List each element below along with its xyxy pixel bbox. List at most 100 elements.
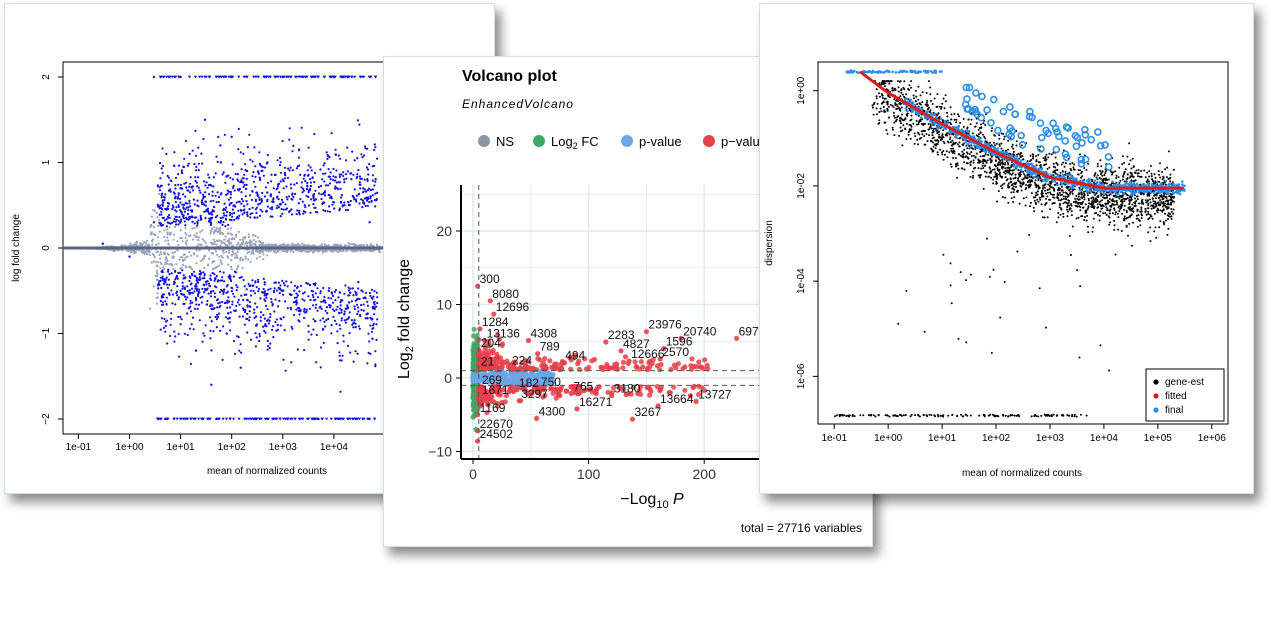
ma-point bbox=[160, 210, 163, 213]
ma-capped-point bbox=[156, 417, 160, 421]
ma-point bbox=[193, 222, 196, 225]
ma-point bbox=[335, 308, 338, 311]
ma-point bbox=[191, 301, 194, 304]
ma-point bbox=[336, 330, 339, 333]
ma-point bbox=[298, 213, 301, 216]
ma-point bbox=[244, 257, 247, 260]
ma-point bbox=[230, 265, 233, 269]
ma-point bbox=[363, 197, 367, 200]
ma-point bbox=[158, 280, 161, 283]
volcano-point bbox=[486, 389, 492, 395]
ma-point bbox=[285, 251, 289, 254]
ma-point bbox=[177, 204, 180, 207]
volcano-point bbox=[638, 359, 644, 365]
ma-point bbox=[321, 178, 324, 181]
ma-point bbox=[241, 258, 245, 261]
ma-point bbox=[188, 199, 191, 202]
ma-point bbox=[185, 139, 188, 143]
volcano-point bbox=[494, 403, 501, 409]
ma-point bbox=[242, 241, 245, 244]
ma-point bbox=[166, 262, 169, 265]
ma-point bbox=[309, 244, 312, 247]
ma-point bbox=[220, 262, 223, 266]
ma-point bbox=[338, 291, 341, 294]
ma-point bbox=[152, 208, 155, 211]
ma-point bbox=[230, 135, 233, 138]
volcano-point bbox=[516, 398, 522, 404]
ma-point bbox=[275, 318, 278, 321]
ma-point bbox=[212, 185, 215, 188]
ma-point bbox=[210, 349, 213, 352]
volcano-point bbox=[525, 358, 531, 364]
ma-point bbox=[209, 337, 212, 340]
ma-capped-point bbox=[300, 75, 304, 79]
ma-point bbox=[248, 250, 251, 253]
ma-point bbox=[248, 194, 252, 197]
ma-point bbox=[373, 184, 376, 187]
ma-point bbox=[274, 298, 277, 301]
ma-point bbox=[211, 271, 214, 275]
ma-point bbox=[166, 286, 169, 289]
ma-point bbox=[353, 305, 356, 308]
ma-point bbox=[312, 296, 315, 299]
ma-point bbox=[157, 224, 160, 228]
ma-point bbox=[283, 284, 286, 287]
ma-point bbox=[195, 303, 198, 306]
ma-point bbox=[224, 301, 228, 304]
ma-point bbox=[194, 154, 198, 157]
ma-point bbox=[224, 250, 228, 253]
volcano-point bbox=[696, 391, 702, 398]
ma-point bbox=[240, 351, 243, 354]
gene-est-point bbox=[881, 97, 884, 99]
volcano-point bbox=[647, 386, 653, 392]
ma-point bbox=[289, 306, 292, 309]
ma-point bbox=[186, 333, 189, 337]
ma-point bbox=[179, 267, 182, 270]
ma-capped-point bbox=[313, 417, 317, 421]
ma-point bbox=[239, 366, 242, 369]
ma-capped-point bbox=[360, 75, 364, 79]
ma-point bbox=[190, 254, 193, 257]
ma-point bbox=[152, 221, 156, 224]
ma-point bbox=[340, 244, 343, 247]
ma-capped-point bbox=[305, 417, 309, 421]
ma-point bbox=[241, 177, 244, 180]
ma-point bbox=[197, 294, 200, 298]
ma-point bbox=[373, 143, 376, 146]
ma-point bbox=[200, 218, 203, 221]
ma-point bbox=[149, 223, 153, 226]
ma-point bbox=[315, 361, 318, 364]
volcano-point bbox=[572, 352, 578, 358]
point-label: 224 bbox=[512, 354, 532, 368]
ma-point bbox=[360, 177, 363, 180]
y-tick-label: −10 bbox=[428, 444, 452, 460]
ma-point bbox=[154, 274, 157, 277]
ma-point bbox=[342, 340, 345, 343]
ma-point bbox=[220, 254, 223, 258]
ma-point bbox=[222, 232, 225, 235]
ma-point bbox=[330, 332, 333, 335]
ma-point bbox=[352, 173, 355, 176]
point-label: 269 bbox=[482, 373, 502, 387]
ma-point bbox=[165, 207, 168, 210]
point-label: 16271 bbox=[579, 395, 613, 409]
ma-point bbox=[228, 306, 232, 309]
ma-point bbox=[252, 171, 255, 174]
ma-point bbox=[327, 289, 331, 292]
ma-capped-point bbox=[256, 75, 260, 79]
ma-point bbox=[229, 176, 232, 179]
ma-point bbox=[266, 198, 269, 201]
ma-point bbox=[281, 140, 284, 143]
ma-point bbox=[269, 287, 272, 290]
ma-point bbox=[313, 171, 317, 175]
ma-point bbox=[359, 187, 362, 190]
ma-point bbox=[120, 244, 124, 247]
ma-point bbox=[369, 249, 372, 252]
ma-point bbox=[217, 200, 220, 204]
ma-point bbox=[288, 169, 291, 172]
ma-point bbox=[307, 338, 310, 341]
ma-point bbox=[179, 210, 182, 213]
ma-point bbox=[290, 213, 294, 216]
ma-point bbox=[181, 269, 184, 272]
